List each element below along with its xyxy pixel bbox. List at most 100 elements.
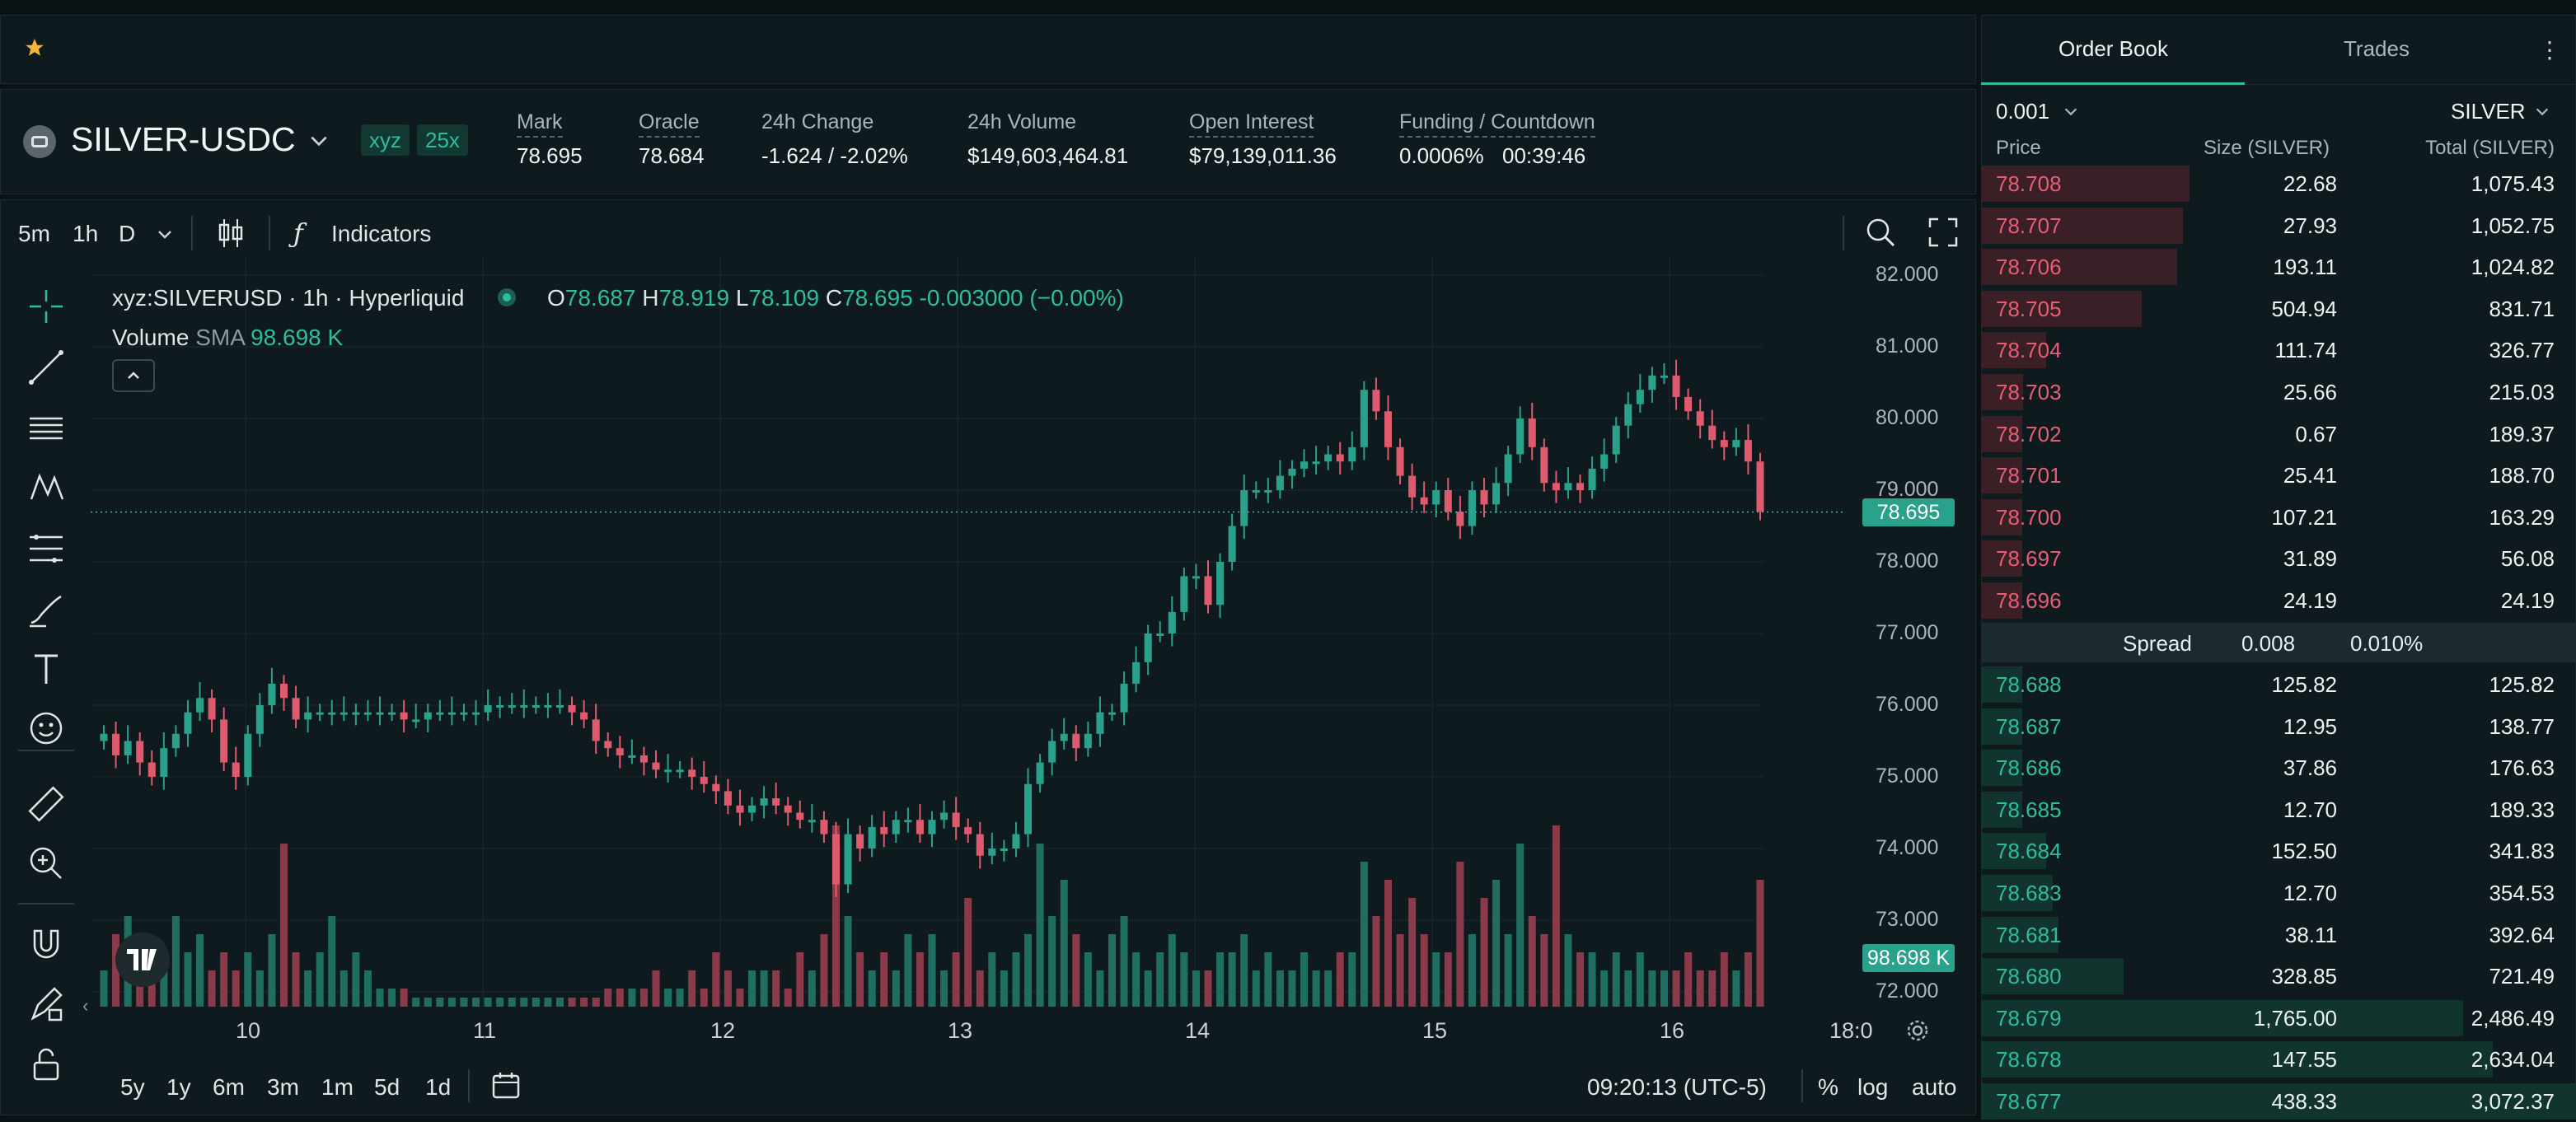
range-6m[interactable]: 6m <box>213 1074 245 1100</box>
ask-row[interactable]: 78.697 31.89 56.08 <box>1981 538 2576 579</box>
candle-body <box>1528 418 1536 447</box>
ask-row[interactable]: 78.706 193.11 1,024.82 <box>1981 246 2576 288</box>
volume-bar <box>412 998 420 1007</box>
timeframe-chevron-icon[interactable] <box>155 224 175 244</box>
volume-bar <box>100 970 108 1007</box>
candle-body <box>304 712 312 720</box>
collapse-legend-button[interactable] <box>112 359 155 392</box>
bid-row[interactable]: 78.680 328.85 721.49 <box>1981 956 2576 997</box>
trendline-icon[interactable] <box>25 346 68 389</box>
candle-body <box>988 849 996 856</box>
pair-selector[interactable]: SILVER-USDC <box>71 120 296 158</box>
range-5y[interactable]: 5y <box>120 1074 145 1100</box>
ask-row[interactable]: 78.701 25.41 188.70 <box>1981 455 2576 496</box>
volume-bar <box>520 998 528 1007</box>
tab-trades[interactable]: Trades <box>2344 36 2410 61</box>
depth-bar <box>1981 166 2190 202</box>
ask-price: 78.702 <box>1996 421 2062 446</box>
pattern-icon[interactable] <box>25 466 68 509</box>
timeframe-d[interactable]: D <box>119 221 136 246</box>
volume-bar <box>700 989 708 1007</box>
volume-bar <box>1168 934 1176 1007</box>
emoji-icon[interactable] <box>25 707 68 750</box>
bid-row[interactable]: 78.686 37.86 176.63 <box>1981 747 2576 788</box>
tick-size-chevron-icon[interactable] <box>2062 102 2080 120</box>
size-cell: 125.82 <box>2271 672 2337 697</box>
unlock-icon[interactable] <box>25 1043 68 1086</box>
ask-price: 78.705 <box>1996 296 2062 321</box>
bid-row[interactable]: 78.678 147.55 2,634.04 <box>1981 1039 2576 1080</box>
indicators-button[interactable]: Indicators <box>331 221 432 246</box>
price-chart[interactable] <box>91 255 1846 1007</box>
toolbar-collapse-arrow[interactable]: ‹ <box>82 995 89 1016</box>
brush-icon[interactable] <box>25 588 68 631</box>
date-range-icon[interactable] <box>491 1071 522 1101</box>
volume-label: 24h Volume <box>967 110 1077 133</box>
ask-row[interactable]: 78.704 111.74 326.77 <box>1981 330 2576 371</box>
total-cell: 215.03 <box>2489 380 2555 404</box>
bid-row[interactable]: 78.681 38.11 392.64 <box>1981 914 2576 956</box>
volume-bar <box>304 970 312 1007</box>
volume-bar <box>1312 970 1320 1007</box>
ruler-icon[interactable] <box>25 783 68 825</box>
candle-body <box>112 733 120 755</box>
zoom-search-icon[interactable] <box>1864 216 1897 249</box>
candle-body <box>363 712 372 715</box>
range-1m[interactable]: 1m <box>321 1074 354 1100</box>
fullscreen-icon[interactable] <box>1928 217 1958 247</box>
depth-bar <box>1981 666 2022 703</box>
tradingview-logo[interactable] <box>115 933 170 987</box>
bid-row[interactable]: 78.683 12.70 354.53 <box>1981 872 2576 914</box>
tick-size-select[interactable]: 0.001 <box>1996 99 2050 124</box>
size-cell: 152.50 <box>2271 839 2337 864</box>
range-1y[interactable]: 1y <box>166 1074 191 1100</box>
range-3m[interactable]: 3m <box>267 1074 299 1100</box>
candle-body <box>1408 475 1417 498</box>
unit-select[interactable]: SILVER <box>2451 99 2526 124</box>
size-header: Size (SILVER) <box>2204 137 2330 159</box>
range-1d[interactable]: 1d <box>425 1074 452 1100</box>
tab-order-book[interactable]: Order Book <box>2058 36 2168 61</box>
ask-row[interactable]: 78.707 27.93 1,052.75 <box>1981 205 2576 246</box>
fib-icon[interactable] <box>25 527 68 570</box>
text-icon[interactable] <box>25 647 68 690</box>
ask-row[interactable]: 78.708 22.68 1,075.43 <box>1981 163 2576 204</box>
ask-row[interactable]: 78.702 0.67 189.37 <box>1981 414 2576 455</box>
candles-icon[interactable] <box>216 217 246 249</box>
ask-row[interactable]: 78.705 504.94 831.71 <box>1981 288 2576 330</box>
magnet-icon[interactable] <box>25 923 68 965</box>
horizontal-lines-icon[interactable] <box>25 407 68 450</box>
auto-toggle[interactable]: auto <box>1912 1074 1957 1100</box>
log-toggle[interactable]: log <box>1857 1074 1889 1100</box>
ask-row[interactable]: 78.700 107.21 163.29 <box>1981 497 2576 538</box>
lock-draw-icon[interactable] <box>25 984 68 1026</box>
volume-bar <box>1000 970 1008 1007</box>
star-icon[interactable] <box>24 37 45 58</box>
indicators-icon[interactable]: ƒ <box>293 217 303 249</box>
ask-row[interactable]: 78.703 25.66 215.03 <box>1981 372 2576 413</box>
ask-row[interactable]: 78.696 24.19 24.19 <box>1981 580 2576 621</box>
crosshair-icon[interactable] <box>25 285 68 328</box>
bid-row[interactable]: 78.677 438.33 3,072.37 <box>1981 1081 2576 1122</box>
time-tick-label: 16 <box>1660 1018 1685 1043</box>
more-menu-icon[interactable]: ⋮ <box>2538 37 2561 63</box>
range-5d[interactable]: 5d <box>374 1074 400 1100</box>
timeframe-5m[interactable]: 5m <box>18 221 50 246</box>
candle-body <box>1072 733 1080 749</box>
percent-toggle[interactable]: % <box>1818 1074 1838 1100</box>
bid-row[interactable]: 78.688 125.82 125.82 <box>1981 664 2576 705</box>
candle-body <box>136 741 144 763</box>
bid-row[interactable]: 78.684 152.50 341.83 <box>1981 830 2576 872</box>
chart-settings-gear-icon[interactable] <box>1905 1018 1930 1043</box>
chevron-down-icon[interactable] <box>308 130 330 152</box>
bid-row[interactable]: 78.685 12.70 189.33 <box>1981 789 2576 830</box>
volume-bar <box>268 934 276 1007</box>
candle-body <box>639 755 648 763</box>
chart-clock[interactable]: 09:20:13 (UTC-5) <box>1587 1074 1767 1100</box>
zoom-in-icon[interactable] <box>25 842 68 885</box>
bid-row[interactable]: 78.687 12.95 138.77 <box>1981 706 2576 747</box>
bid-row[interactable]: 78.679 1,765.00 2,486.49 <box>1981 998 2576 1039</box>
timeframe-1h[interactable]: 1h <box>73 221 99 246</box>
spread-label: Spread <box>2123 631 2192 656</box>
unit-chevron-icon[interactable] <box>2533 102 2551 120</box>
